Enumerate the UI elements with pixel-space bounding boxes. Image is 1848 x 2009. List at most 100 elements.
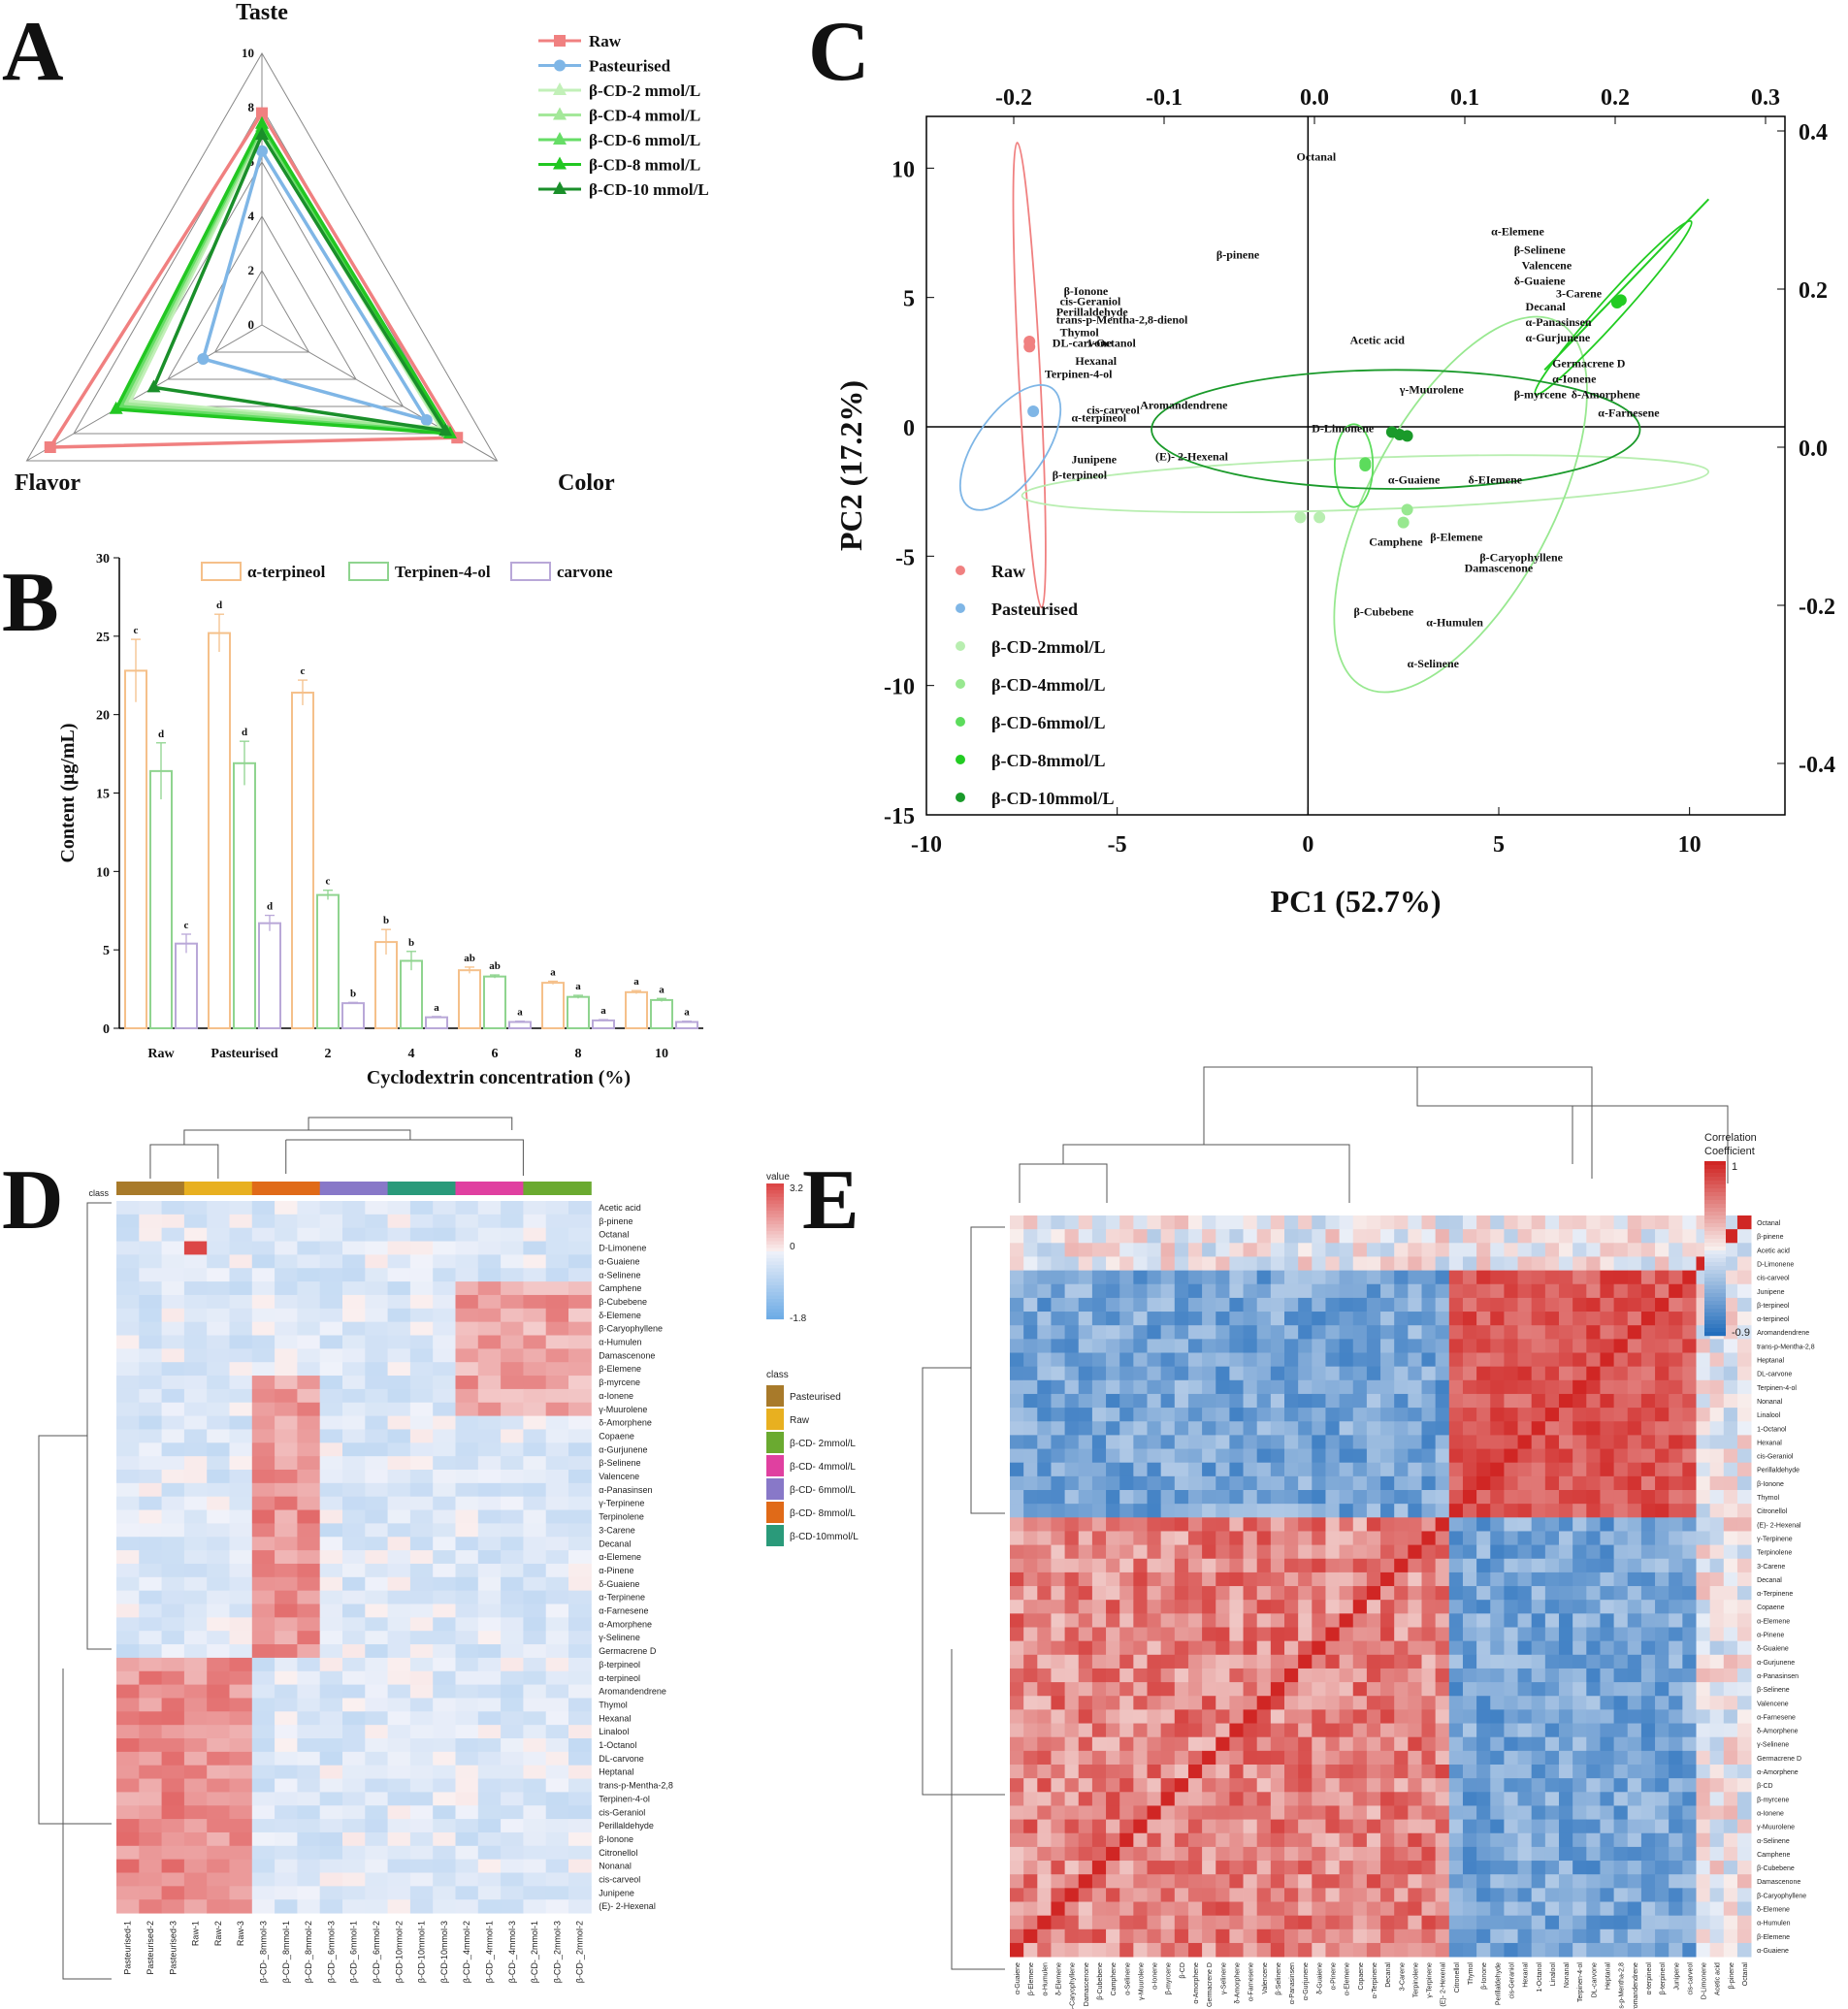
correlation-cell <box>1256 1215 1272 1230</box>
heatmap-cell <box>342 1482 366 1498</box>
value-legend-step <box>766 1227 784 1232</box>
correlation-cell <box>1682 1627 1697 1642</box>
column-label: Decanal <box>1385 1962 1392 1988</box>
correlation-cell <box>1586 1901 1601 1917</box>
heatmap-cell <box>297 1845 321 1861</box>
loading-label: δ-EIemene <box>1469 473 1523 487</box>
heatmap-cell <box>319 1402 343 1417</box>
correlation-cell <box>1064 1846 1080 1862</box>
correlation-cell <box>1531 1256 1546 1271</box>
correlation-cell <box>1627 1613 1642 1628</box>
correlation-cell <box>1559 1243 1573 1257</box>
heatmap-cell <box>409 1859 434 1873</box>
heatmap-cell <box>207 1859 230 1873</box>
heatmap-cell <box>342 1470 366 1484</box>
correlation-cell <box>1064 1874 1080 1889</box>
correlation-cell <box>1517 1393 1533 1409</box>
heatmap-cell <box>568 1617 592 1632</box>
correlation-cell <box>1627 1312 1642 1326</box>
correlation-cell <box>1106 1312 1120 1326</box>
correlation-cell <box>1270 1778 1285 1793</box>
correlation-cell <box>1517 1408 1533 1422</box>
correlation-cell <box>1640 1531 1656 1545</box>
correlation-cell <box>1133 1723 1148 1738</box>
correlation-cell <box>1682 1339 1697 1353</box>
correlation-cell <box>1613 1312 1629 1326</box>
correlation-cell <box>1696 1408 1711 1422</box>
correlation-cell <box>1640 1792 1656 1806</box>
bar <box>233 761 256 1029</box>
legend-gradient-step <box>1704 1192 1726 1197</box>
correlation-cell <box>1408 1366 1422 1381</box>
correlation-cell <box>1421 1490 1437 1505</box>
correlation-cell <box>1106 1696 1120 1710</box>
heatmap-cell <box>183 1415 208 1430</box>
heatmap-cell <box>477 1886 502 1900</box>
correlation-cell <box>1270 1475 1285 1491</box>
heatmap-cell <box>477 1201 502 1215</box>
correlation-cell <box>1174 1792 1189 1806</box>
correlation-cell <box>1051 1832 1065 1848</box>
heatmap-cell <box>207 1348 230 1363</box>
correlation-cell <box>1187 1435 1203 1449</box>
correlation-cell <box>1435 1325 1450 1340</box>
legend-gradient-step <box>1704 1208 1726 1213</box>
heatmap-cell <box>319 1268 343 1282</box>
heatmap-cell <box>116 1670 140 1686</box>
correlation-cell <box>1736 1778 1752 1793</box>
heatmap-cell <box>297 1684 321 1699</box>
correlation-cell <box>1312 1709 1326 1724</box>
correlation-cell <box>1627 1366 1642 1381</box>
heatmap-cell <box>116 1550 140 1565</box>
loading-label: cis-carveol <box>1086 404 1140 417</box>
correlation-cell <box>1256 1297 1272 1312</box>
heatmap-cell <box>207 1819 230 1833</box>
heatmap-cell <box>501 1684 524 1699</box>
correlation-cell <box>1504 1901 1518 1917</box>
correlation-cell <box>1559 1709 1573 1724</box>
correlation-cell <box>1023 1297 1038 1312</box>
correlation-cell <box>1476 1544 1491 1560</box>
correlation-cell <box>1023 1366 1038 1381</box>
correlation-cell <box>1490 1408 1505 1422</box>
heatmap-cell <box>116 1604 140 1618</box>
correlation-cell <box>1544 1805 1560 1820</box>
correlation-cell <box>1091 1531 1107 1545</box>
correlation-cell <box>1339 1544 1354 1560</box>
correlation-cell <box>1091 1846 1107 1862</box>
heatmap-cell <box>455 1805 479 1820</box>
correlation-cell <box>1448 1736 1464 1752</box>
correlation-cell <box>1147 1640 1162 1656</box>
correlation-cell <box>1147 1475 1162 1491</box>
correlation-cell <box>1408 1544 1422 1560</box>
correlation-cell <box>1490 1229 1505 1244</box>
heatmap-cell <box>523 1348 547 1363</box>
correlation-cell <box>1435 1475 1450 1491</box>
correlation-cell <box>1408 1283 1422 1299</box>
correlation-cell <box>1640 1778 1656 1793</box>
correlation-cell <box>1147 1778 1162 1793</box>
correlation-cell <box>1106 1462 1120 1477</box>
legend-gradient-step <box>1704 1262 1726 1267</box>
heatmap-cell <box>319 1725 343 1739</box>
heatmap-cell <box>433 1778 456 1793</box>
correlation-cell <box>1408 1352 1422 1368</box>
correlation-cell <box>1064 1888 1080 1902</box>
correlation-cell <box>1243 1613 1258 1628</box>
correlation-cell <box>1421 1846 1437 1862</box>
heatmap-cell <box>275 1509 298 1524</box>
correlation-cell <box>1229 1379 1244 1395</box>
heatmap-cell <box>365 1765 389 1780</box>
heatmap-cell <box>342 1872 366 1887</box>
correlation-cell <box>1408 1379 1422 1395</box>
correlation-cell <box>1709 1736 1725 1752</box>
correlation-cell <box>1394 1627 1409 1642</box>
correlation-cell <box>1655 1750 1670 1766</box>
correlation-cell <box>1064 1352 1080 1368</box>
correlation-cell <box>1380 1270 1395 1285</box>
correlation-cell <box>1051 1696 1065 1710</box>
column-label: β-terpineol <box>1660 1962 1667 1995</box>
correlation-cell <box>1187 1805 1203 1820</box>
heatmap-cell <box>455 1604 479 1618</box>
correlation-cell <box>1490 1696 1505 1710</box>
